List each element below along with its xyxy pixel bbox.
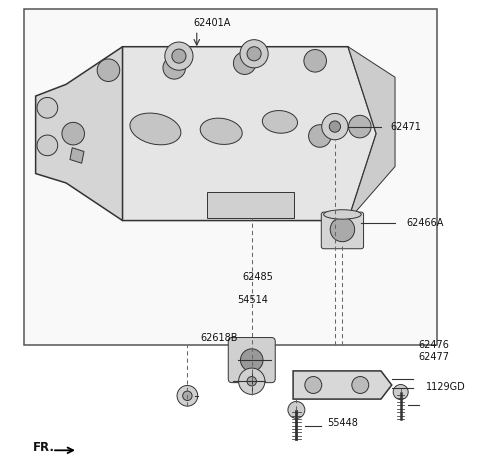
Circle shape — [247, 376, 256, 386]
Circle shape — [62, 122, 84, 145]
Polygon shape — [207, 192, 294, 218]
Circle shape — [288, 401, 305, 419]
Circle shape — [348, 115, 371, 138]
Text: 62466A: 62466A — [407, 218, 444, 228]
FancyBboxPatch shape — [321, 212, 363, 249]
Ellipse shape — [263, 110, 298, 133]
Circle shape — [393, 384, 408, 400]
Circle shape — [177, 385, 198, 406]
FancyBboxPatch shape — [228, 337, 275, 383]
Circle shape — [239, 368, 265, 394]
Circle shape — [183, 391, 192, 401]
Circle shape — [304, 50, 326, 72]
Circle shape — [165, 42, 193, 70]
Circle shape — [305, 376, 322, 393]
FancyBboxPatch shape — [24, 9, 437, 345]
Text: 62401A: 62401A — [193, 18, 230, 28]
Polygon shape — [348, 47, 395, 220]
Text: 55448: 55448 — [327, 418, 358, 428]
Text: 62485: 62485 — [242, 272, 273, 282]
Circle shape — [172, 49, 186, 63]
Circle shape — [233, 52, 256, 74]
Ellipse shape — [324, 210, 361, 219]
Circle shape — [97, 59, 120, 82]
Text: 62618B: 62618B — [200, 333, 238, 343]
Polygon shape — [70, 148, 84, 163]
Polygon shape — [36, 47, 122, 220]
Ellipse shape — [200, 118, 242, 145]
Text: 62477: 62477 — [419, 352, 450, 362]
Circle shape — [329, 121, 340, 132]
Text: 62476: 62476 — [419, 340, 449, 350]
Ellipse shape — [130, 113, 181, 145]
Circle shape — [37, 135, 58, 156]
Circle shape — [240, 349, 263, 371]
Polygon shape — [293, 371, 392, 399]
Text: 1129GD: 1129GD — [426, 383, 465, 392]
Circle shape — [37, 98, 58, 118]
Text: 62471: 62471 — [390, 122, 421, 132]
Text: 54514: 54514 — [238, 295, 268, 305]
Circle shape — [352, 376, 369, 393]
Circle shape — [163, 56, 185, 79]
Circle shape — [330, 217, 355, 242]
Text: FR.: FR. — [33, 441, 55, 454]
Circle shape — [322, 113, 348, 140]
Circle shape — [240, 40, 268, 68]
Circle shape — [247, 47, 261, 61]
Polygon shape — [66, 47, 376, 220]
Circle shape — [309, 125, 331, 147]
